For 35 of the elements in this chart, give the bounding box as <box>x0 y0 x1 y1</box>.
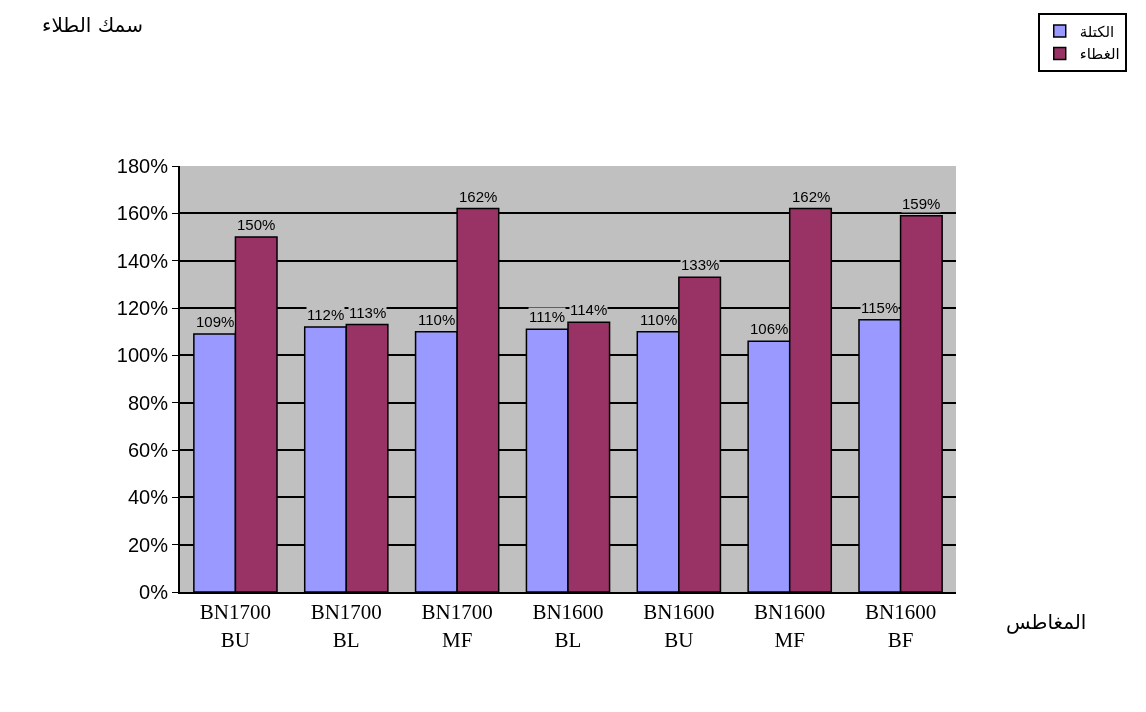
y-tick-label: 100% <box>116 344 169 367</box>
text: سمك الطلاء <box>42 13 143 37</box>
data-label: 162% <box>792 188 831 205</box>
y-tick-label: 0% <box>139 581 169 603</box>
y-tick-label: 160% <box>116 202 169 225</box>
legend-label: الغطاء <box>1079 45 1120 64</box>
x-tick-label: BN1700 MF <box>421 600 493 652</box>
y-tick-label: 140% <box>116 249 169 272</box>
data-label: 111% <box>529 308 566 325</box>
y-tick-label: 20% <box>127 533 169 556</box>
y-tick-label: 80% <box>127 391 169 414</box>
y-tick-label: 120% <box>116 297 169 319</box>
x-tick-label: BN1600 BL <box>532 600 604 652</box>
legend-label: الكتلة <box>1079 22 1115 41</box>
data-label: 110% <box>640 311 678 328</box>
data-label: 106% <box>750 320 789 337</box>
text: المغاطس <box>1006 610 1087 634</box>
data-label: 113% <box>349 304 387 321</box>
data-label: 115% <box>861 299 899 316</box>
data-label: 109% <box>196 313 235 330</box>
data-label: 114% <box>570 301 608 318</box>
x-tick-label: BN1600 BF <box>864 600 937 652</box>
data-label: 150% <box>237 216 276 233</box>
y-tick-label: 60% <box>127 439 169 461</box>
data-label: 112% <box>307 306 345 323</box>
data-label: 162% <box>459 188 498 205</box>
y-tick-label: 180% <box>116 155 169 177</box>
x-tick-label: BN1700 BL <box>310 600 382 652</box>
y-tick-label: 40% <box>127 486 169 509</box>
data-label: 159% <box>902 195 941 212</box>
x-tick-label: BN1600 BU <box>643 600 715 652</box>
x-tick-label: BN1600 MF <box>754 600 826 652</box>
data-label: 110% <box>418 311 456 328</box>
data-label: 133% <box>681 256 720 273</box>
x-tick-label: BN1700 BU <box>199 600 272 652</box>
